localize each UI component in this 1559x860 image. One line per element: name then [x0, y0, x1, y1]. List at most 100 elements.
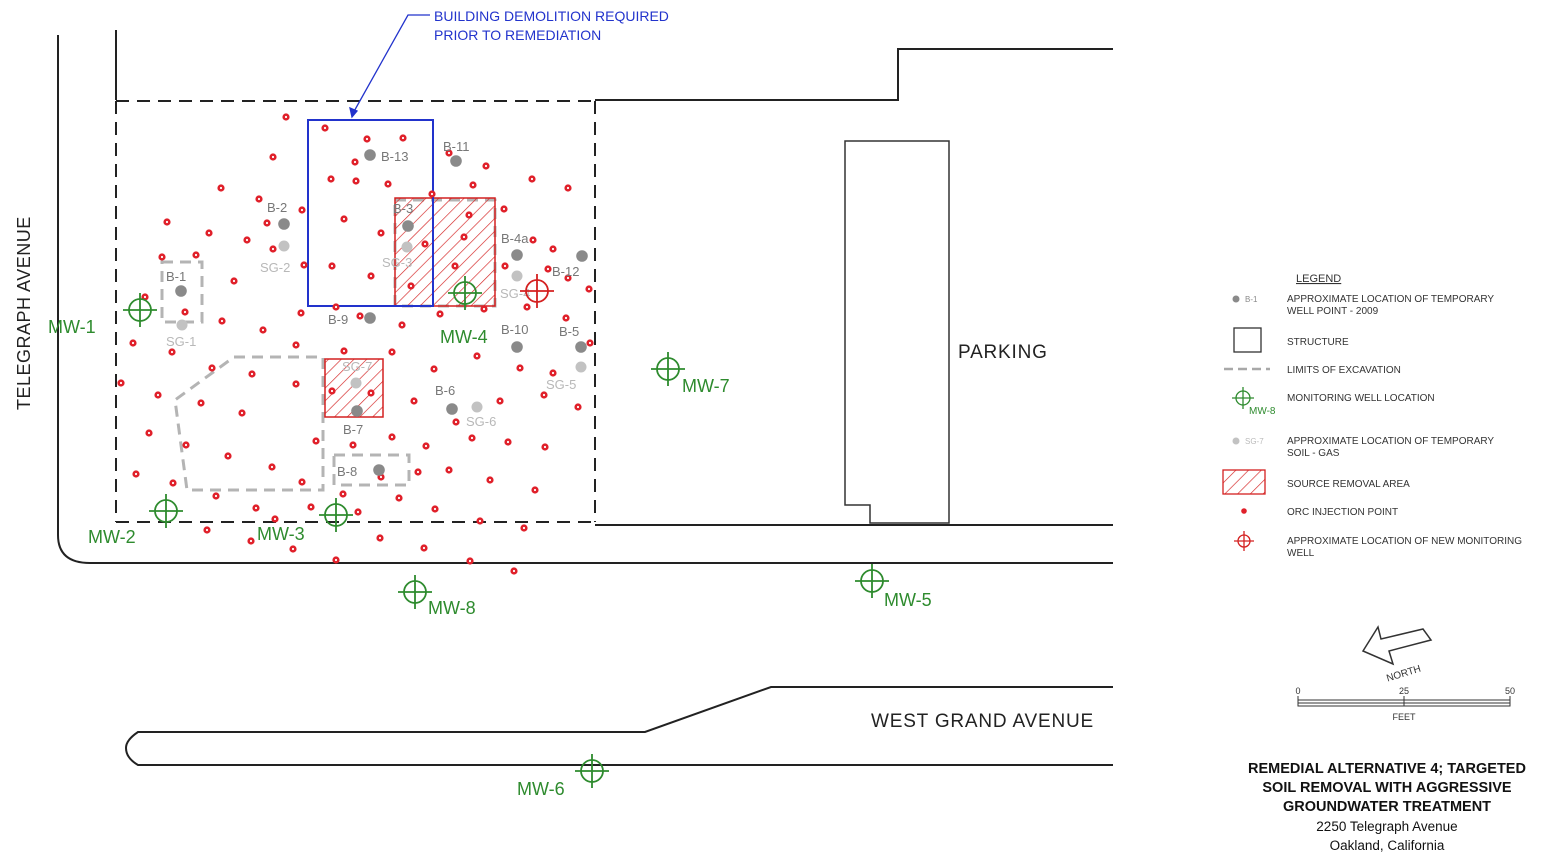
soil-gas-point: SG-7 [342, 359, 372, 389]
orc-injection-point [528, 175, 536, 183]
orc-injection-point [460, 233, 468, 241]
orc-injection-point [523, 303, 531, 311]
orc-injection-point [540, 391, 548, 399]
demolition-note-line2: PRIOR TO REMEDIATION [434, 27, 601, 43]
orc-injection-point [351, 158, 359, 166]
orc-injection-point [282, 113, 290, 121]
orc-injection-point [203, 526, 211, 534]
legend-title: LEGEND [1296, 273, 1341, 285]
orc-injection-point [420, 544, 428, 552]
well-point-label: B-8 [337, 464, 357, 479]
orc-injection-point [445, 466, 453, 474]
orc-injection-point [192, 251, 200, 259]
orc-injection-point [585, 285, 593, 293]
orc-injection-point [414, 468, 422, 476]
orc-injection-point [307, 503, 315, 511]
soil-gas-label: SG-4 [500, 286, 530, 301]
title-line-1: REMEDIAL ALTERNATIVE 4; TARGETED [1248, 761, 1526, 777]
well-point: B-2 [267, 200, 290, 230]
monitoring-well: MW-1 [48, 293, 157, 337]
scale-tick-25: 25 [1399, 686, 1409, 696]
legend-well-point-sample: B-1 [1245, 295, 1258, 304]
north-label: NORTH [1385, 664, 1422, 685]
soil-gas-point: SG-2 [260, 240, 290, 275]
orc-injection-point [445, 149, 453, 157]
scale-tick-0: 0 [1295, 686, 1300, 696]
well-point: B-9 [328, 312, 376, 327]
well-point: B-7 [343, 405, 363, 437]
orc-injection-point [269, 245, 277, 253]
legend-soil-gas-icon [1232, 437, 1240, 445]
demolition-note-line1: BUILDING DEMOLITION REQUIRED [434, 8, 669, 24]
orc-injection-point [218, 317, 226, 325]
orc-injection-point [169, 479, 177, 487]
scale-unit: FEET [1392, 712, 1416, 722]
orc-injection-point [182, 441, 190, 449]
monitoring-wells: MW-1 MW-2 MW-3 MW-4 MW-5 MW-6 MW-7 MW-8 [48, 276, 932, 799]
orc-injection-point [422, 442, 430, 450]
orc-injection-point [531, 486, 539, 494]
legend-monitoring-well-icon [1232, 387, 1254, 409]
well-point-label: B-12 [552, 264, 579, 279]
well-point-label: B-3 [393, 201, 413, 216]
well-point: B-12 [552, 250, 588, 279]
orc-injection-point [473, 352, 481, 360]
soil-gas-label: SG-7 [342, 359, 372, 374]
orc-injection-point [549, 369, 557, 377]
demolition-building [307, 119, 434, 307]
monitoring-well: MW-7 [651, 352, 730, 396]
orc-injection-point [428, 190, 436, 198]
telegraph-west-curb [57, 35, 1113, 564]
monitoring-well-label: MW-6 [517, 779, 565, 799]
well-point-label: B-10 [501, 322, 528, 337]
well-point-label: B-7 [343, 422, 363, 437]
title-address: 2250 Telegraph Avenue [1316, 819, 1458, 834]
well-point: B-6 [435, 383, 458, 415]
orc-injection-point [158, 253, 166, 261]
orc-injection-point [564, 184, 572, 192]
west-grand-avenue-label: WEST GRAND AVENUE [871, 711, 1094, 732]
monitoring-well: MW-6 [517, 754, 609, 799]
orc-injection-point [574, 403, 582, 411]
well-point: B-1 [166, 269, 187, 297]
title-block: REMEDIAL ALTERNATIVE 4; TARGETED SOIL RE… [1215, 760, 1559, 855]
well-point: B-5 [559, 324, 587, 353]
well-point-label: B-6 [435, 383, 455, 398]
orc-injection-point [407, 282, 415, 290]
orc-injection-point [217, 184, 225, 192]
soil-gas-point: SG-4 [500, 270, 530, 301]
orc-injection-point [312, 437, 320, 445]
orc-injection-point [398, 321, 406, 329]
orc-injection-point [520, 524, 528, 532]
orc-injection-point [332, 556, 340, 564]
orc-injection-point [230, 277, 238, 285]
monitoring-well: MW-2 [88, 494, 183, 547]
title-city: Oakland, California [1329, 838, 1445, 853]
orc-injection-point [263, 219, 271, 227]
orc-injection-point [451, 262, 459, 270]
orc-injection-point [465, 211, 473, 219]
title-line-3: GROUNDWATER TREATMENT [1282, 799, 1492, 815]
orc-injection-point [480, 305, 488, 313]
orc-injection-point [410, 397, 418, 405]
legend-source-removal-text: SOURCE REMOVAL AREA [1287, 479, 1410, 490]
new-monitoring-well [520, 274, 554, 308]
orc-injection-point [421, 240, 429, 248]
well-point-label: B-11 [443, 139, 470, 154]
soil-gas-point: SG-1 [166, 319, 196, 349]
orc-injection-point [340, 215, 348, 223]
orc-injection-point [384, 180, 392, 188]
legend-new-well-text: APPROXIMATE LOCATION OF NEW MONITORING WE… [1287, 536, 1522, 559]
orc-injection-point [367, 272, 375, 280]
monitoring-well-label: MW-1 [48, 317, 96, 337]
soil-gas-points: SG-1 SG-2 SG-3 SG-4 SG-5 SG-6 SG-7 [166, 240, 587, 429]
legend-orc-icon [1241, 508, 1247, 514]
north-arrow-icon: NORTH [1361, 625, 1433, 685]
orc-injection-point [431, 505, 439, 513]
west-grand-median [124, 686, 1113, 766]
orc-injection-point [327, 175, 335, 183]
orc-injection-point [292, 380, 300, 388]
orc-injection-point [541, 443, 549, 451]
legend-structure-icon [1233, 327, 1262, 353]
